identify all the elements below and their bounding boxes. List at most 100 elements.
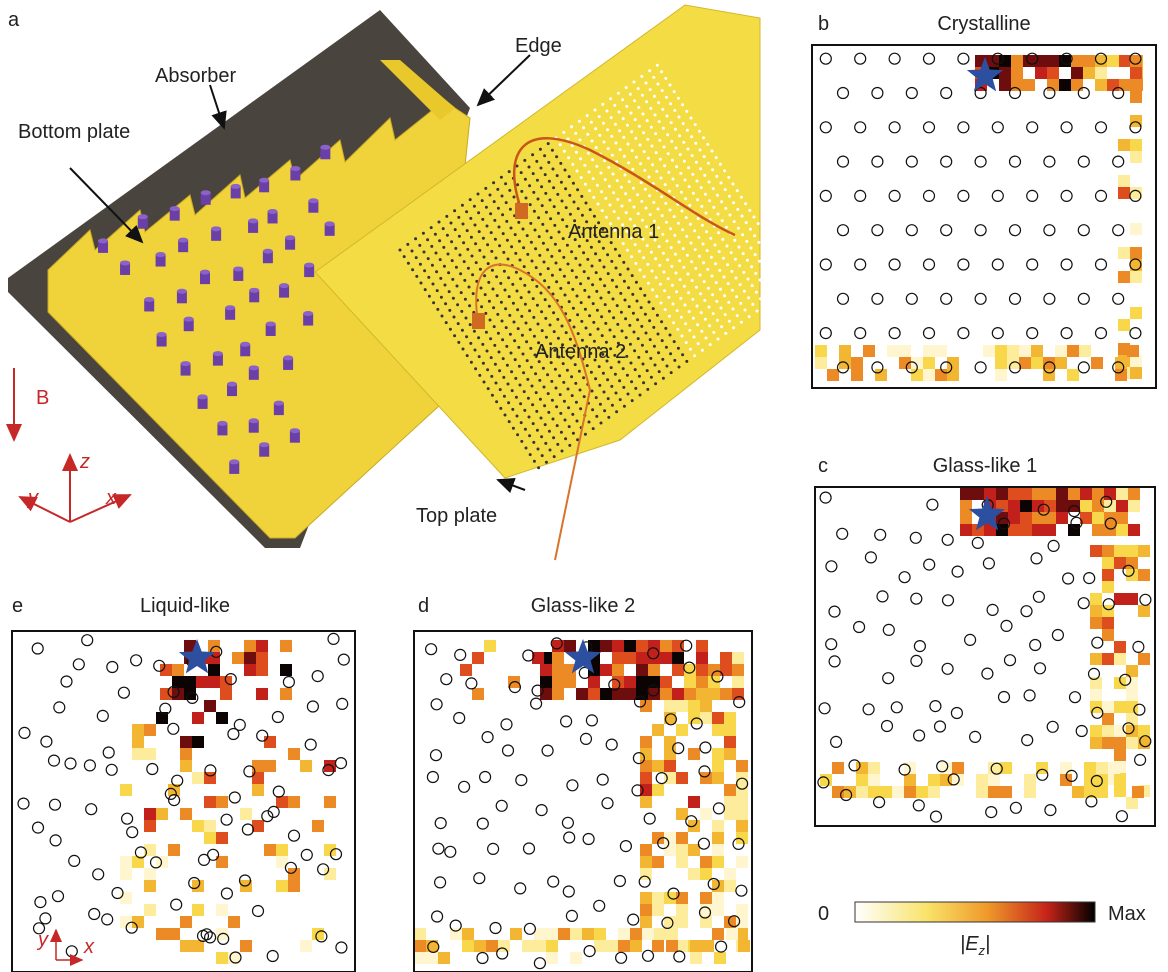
field-cell — [594, 928, 606, 940]
hole — [465, 335, 468, 338]
hole — [667, 171, 670, 174]
hole — [454, 247, 457, 250]
hole — [611, 279, 614, 282]
field-cell — [1067, 345, 1079, 357]
hole — [649, 213, 652, 216]
hole — [739, 283, 742, 286]
hole — [721, 219, 724, 222]
field-cell — [660, 676, 672, 688]
hole — [513, 196, 516, 199]
hole — [584, 183, 587, 186]
hole — [572, 182, 575, 185]
field-cell — [612, 652, 624, 664]
field-cell — [1031, 345, 1043, 357]
hole — [630, 255, 633, 258]
hole — [567, 388, 570, 391]
field-cell — [700, 772, 712, 784]
hole — [571, 413, 574, 416]
field-cell — [1118, 187, 1130, 199]
hole — [554, 243, 557, 246]
hole — [559, 287, 562, 290]
hole — [608, 185, 611, 188]
hole — [540, 435, 543, 438]
field-cell — [904, 786, 916, 798]
hole — [736, 208, 739, 211]
field-cell — [204, 700, 216, 712]
hole — [735, 295, 738, 298]
hole — [658, 264, 661, 267]
axis-label: x — [83, 936, 95, 958]
hole — [754, 253, 757, 256]
hole — [487, 262, 490, 265]
hole — [628, 180, 631, 183]
hole — [514, 377, 517, 380]
field-cell — [1116, 512, 1128, 524]
field-cell — [1118, 247, 1130, 259]
field-cell — [916, 786, 928, 798]
hole — [639, 144, 642, 147]
hole — [559, 393, 562, 396]
scatterer — [496, 800, 507, 811]
pillar-top — [279, 283, 289, 288]
hole — [623, 405, 626, 408]
panel-label: c — [818, 455, 828, 477]
hole — [568, 300, 571, 303]
hole — [546, 230, 549, 233]
field-cell — [1035, 67, 1047, 79]
scatterer — [952, 566, 963, 577]
hole — [628, 324, 631, 327]
hole — [441, 315, 444, 318]
field-cell — [1080, 500, 1092, 512]
hole — [490, 356, 493, 359]
field-cell — [1102, 701, 1114, 713]
field-cell — [564, 640, 576, 652]
field-cell — [1044, 524, 1056, 536]
hole — [547, 161, 550, 164]
scatterer — [855, 328, 866, 339]
hole — [606, 253, 609, 256]
scatterer — [229, 792, 240, 803]
scatterer — [441, 674, 452, 685]
field-cell — [1107, 79, 1119, 91]
field-map — [815, 487, 1155, 826]
field-cell — [732, 664, 744, 676]
hole — [654, 364, 657, 367]
field-cell — [720, 688, 732, 700]
hole — [411, 250, 414, 253]
field-cell — [676, 700, 688, 712]
scatterer — [516, 775, 527, 786]
hole — [541, 329, 544, 332]
field-cell — [640, 856, 652, 868]
field-cell — [132, 736, 144, 748]
hole — [591, 140, 594, 143]
hole — [614, 373, 617, 376]
hole — [654, 257, 657, 260]
field-cell — [960, 524, 972, 536]
hole — [759, 297, 762, 300]
hole — [632, 312, 635, 315]
hole — [591, 408, 594, 411]
field-cell — [1126, 689, 1138, 701]
hole — [583, 289, 586, 292]
hole — [562, 256, 565, 259]
hole — [661, 108, 664, 111]
hole — [551, 399, 554, 402]
pillar-top — [211, 226, 221, 231]
hole — [595, 415, 598, 418]
hole — [568, 425, 571, 428]
hole — [540, 417, 543, 420]
hole — [537, 466, 540, 469]
field-cell — [180, 748, 192, 760]
field-cell — [438, 952, 450, 964]
scatterer — [855, 122, 866, 133]
hole — [627, 393, 630, 396]
hole — [588, 189, 591, 192]
field-cell — [664, 844, 676, 856]
hole — [509, 208, 512, 211]
hole — [574, 382, 577, 385]
axis-label: y — [36, 929, 49, 951]
hole — [627, 286, 630, 289]
hole — [585, 327, 588, 330]
field-cell — [1095, 55, 1107, 67]
field-cell — [688, 868, 700, 880]
